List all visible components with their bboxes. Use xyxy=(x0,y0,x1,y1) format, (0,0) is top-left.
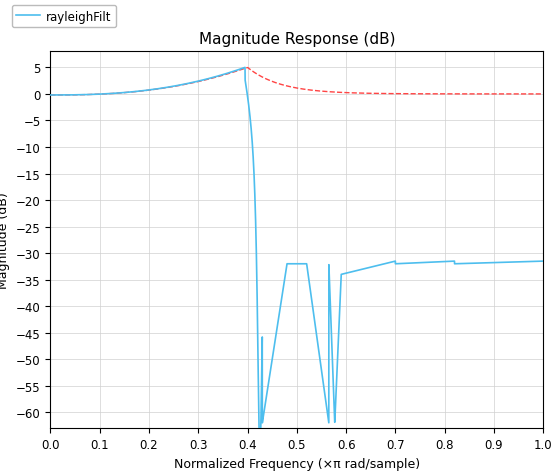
Legend: rayleighFilt: rayleighFilt xyxy=(12,6,116,28)
X-axis label: Normalized Frequency (×π rad/sample): Normalized Frequency (×π rad/sample) xyxy=(174,456,420,470)
Y-axis label: Magnitude (dB): Magnitude (dB) xyxy=(0,192,11,288)
Title: Magnitude Response (dB): Magnitude Response (dB) xyxy=(199,32,395,47)
